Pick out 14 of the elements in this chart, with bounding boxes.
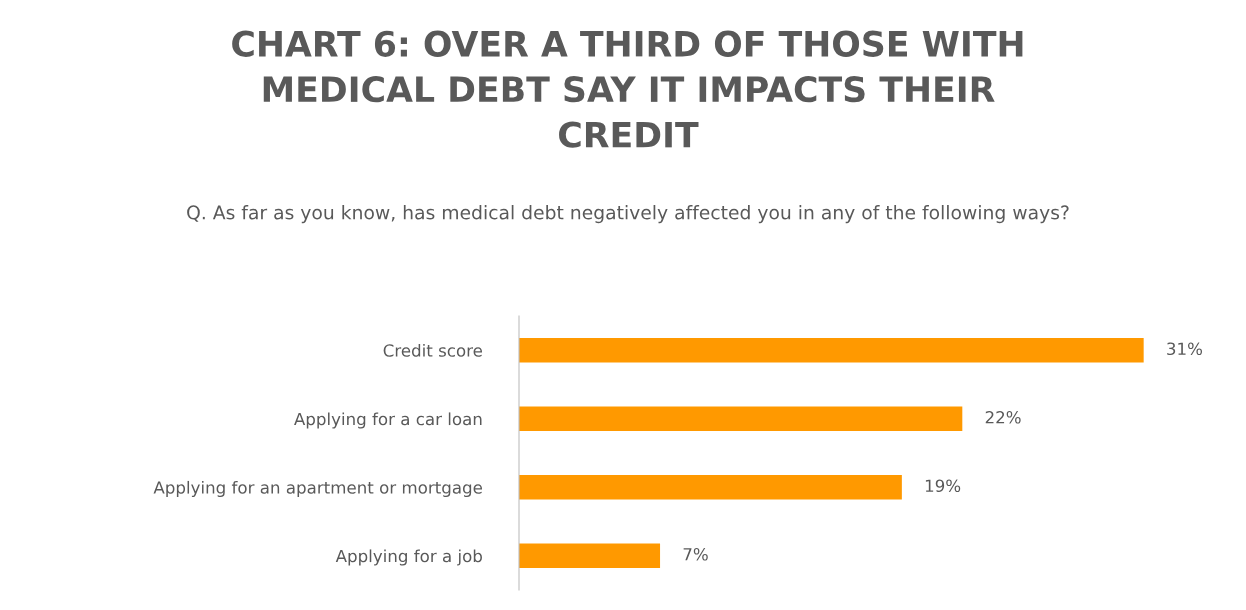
bar — [519, 337, 1144, 363]
y-tick-label: Applying for an apartment or mortgage — [153, 480, 482, 498]
data-label: 7% — [683, 547, 708, 561]
data-label: 31% — [1167, 342, 1203, 356]
chart-title: CHART 6: OVER A THIRD OF THOSE WITH MEDICAL DEBT SAY IT IMPACTS THEIR CREDIT — [232, 30, 1023, 148]
data-label: 22% — [985, 410, 1021, 424]
y-tick-label: Applying for a car loan — [294, 412, 482, 429]
bar — [519, 406, 963, 432]
bar — [519, 543, 661, 569]
data-label: 19% — [925, 479, 961, 493]
chart-subtitle: Q. As far as you know, has medical debt negatively affected you in any of the following ways? — [187, 205, 1069, 224]
bar — [519, 474, 902, 500]
y-tick-label: Credit score — [383, 343, 482, 357]
y-tick-label: Applying for a job — [335, 549, 482, 566]
